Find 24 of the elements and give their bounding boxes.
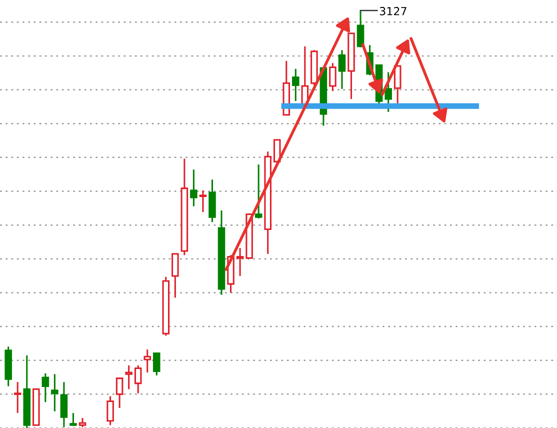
annotation: 3127 [380,6,406,16]
candlestick [70,412,77,427]
candlestick [42,372,50,403]
candlestick [254,164,262,220]
candlestick [152,352,160,376]
candlestick [190,168,198,208]
candlestick [236,247,244,277]
candlestick [172,253,179,298]
candlestick [384,71,392,113]
candlestick [292,68,300,102]
candlestick [199,190,207,213]
candlestick [394,65,402,105]
candlestick [116,376,124,409]
candlestick [51,373,58,412]
candlestick [338,49,346,90]
candlestick [329,62,336,92]
candlestick [125,364,132,390]
candlestick [60,381,68,428]
candlestick [106,396,114,426]
candlestick [14,381,22,414]
candlestick [356,10,364,48]
candlestick [144,348,151,374]
candlestick [134,364,142,394]
candlestick [78,417,86,428]
